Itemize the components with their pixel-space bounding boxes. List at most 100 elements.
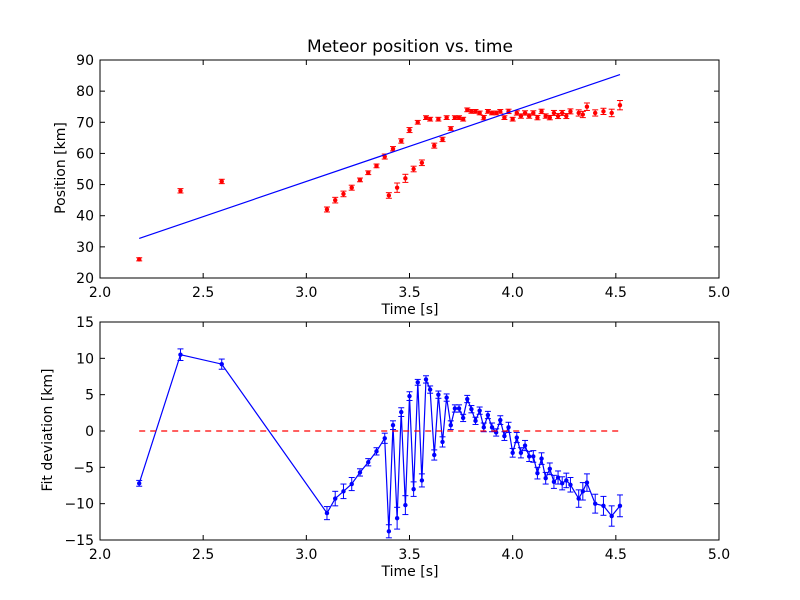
data-point — [419, 478, 425, 483]
data-point — [411, 486, 416, 492]
data-point — [539, 109, 544, 114]
data-point — [423, 115, 429, 120]
data-point — [493, 110, 499, 116]
data-point — [394, 185, 400, 190]
x-tick-label: 4.0 — [502, 285, 524, 301]
data-point — [357, 470, 363, 475]
data-point — [374, 449, 379, 454]
data-point — [526, 113, 532, 119]
data-point — [485, 109, 491, 114]
data-point — [419, 160, 425, 165]
data-point — [403, 176, 408, 181]
data-point — [178, 188, 183, 193]
data-point — [440, 137, 445, 142]
data-point — [469, 109, 474, 114]
data-point — [522, 443, 528, 448]
data-point — [403, 502, 408, 508]
data-point — [386, 193, 392, 198]
data-point — [518, 113, 524, 119]
chart-title: Meteor position vs. time — [307, 37, 513, 57]
data-point — [333, 496, 338, 501]
deviation-plot-area: 2.0 2.5 3.0 3.5 4.0 4.5 5.0 −15 −10 −5 0 5 10 15 — [64, 315, 730, 563]
data-point — [547, 466, 553, 471]
data-point — [576, 110, 581, 116]
data-point — [535, 115, 540, 120]
series-0 — [136, 99, 623, 262]
data-point — [502, 115, 507, 120]
series-0 — [136, 348, 623, 539]
data-point — [341, 191, 346, 197]
data-point — [551, 479, 557, 485]
data-point — [407, 127, 412, 133]
data-point — [543, 113, 548, 119]
data-point — [593, 501, 598, 506]
deviation-panel: 2.0 2.5 3.0 3.5 4.0 4.5 5.0 −15 −10 −5 0 5 10 15 Time… — [40, 315, 730, 580]
data-point — [481, 425, 486, 430]
data-point — [568, 109, 573, 114]
data-point — [390, 422, 396, 428]
data-point — [448, 126, 453, 131]
data-point — [514, 110, 519, 116]
data-point — [436, 392, 441, 397]
data-point — [460, 116, 466, 122]
data-point — [559, 110, 565, 116]
data-point — [427, 387, 433, 392]
data-point — [219, 179, 224, 184]
y-tick-label: 5 — [85, 388, 94, 404]
y-tick-label: 70 — [76, 115, 94, 131]
data-point — [609, 513, 614, 519]
data-point — [555, 475, 561, 480]
data-point — [522, 110, 528, 116]
data-point — [547, 115, 553, 120]
data-point — [357, 177, 363, 183]
data-point — [440, 439, 445, 445]
data-point — [432, 452, 437, 458]
x-tick-label: 2.0 — [89, 285, 111, 301]
data-point — [477, 110, 482, 116]
data-point — [481, 115, 486, 120]
data-point — [568, 482, 573, 487]
data-point — [137, 257, 142, 262]
data-point — [349, 481, 354, 487]
data-point — [465, 396, 470, 402]
data-point — [539, 456, 544, 461]
data-point — [366, 460, 371, 465]
x-tick-label: 4.0 — [502, 547, 524, 563]
data-point — [390, 146, 396, 151]
data-point — [485, 412, 491, 418]
data-point — [551, 110, 557, 116]
data-point — [489, 110, 495, 116]
x-tick-label: 3.0 — [295, 285, 317, 301]
data-point — [374, 163, 379, 169]
x-tick-label: 3.5 — [398, 547, 420, 563]
position-plot-area: 2.0 2.5 3.0 3.5 4.0 4.5 5.0 20 30 40 50 60 70 80 90 — [76, 53, 730, 301]
data-point — [386, 529, 392, 534]
x-axis-label: Time [s] — [381, 302, 439, 318]
y-tick-label: 80 — [76, 84, 94, 100]
data-point — [436, 116, 441, 122]
data-point — [535, 470, 540, 476]
data-point — [580, 112, 586, 117]
data-point — [593, 110, 598, 116]
y-tick-label: 90 — [76, 53, 94, 69]
data-point — [489, 425, 495, 430]
data-point — [432, 143, 437, 148]
y-axis-label: Position [km] — [53, 122, 69, 214]
data-point — [460, 415, 466, 421]
data-point — [411, 166, 416, 172]
data-point — [531, 454, 536, 459]
data-point — [617, 102, 623, 108]
data-point — [382, 436, 387, 441]
y-tick-label: 0 — [85, 424, 94, 440]
data-point — [518, 450, 524, 455]
data-point — [456, 406, 462, 411]
data-point — [498, 417, 503, 423]
data-point — [510, 116, 515, 122]
data-point — [456, 115, 462, 120]
data-point — [469, 407, 474, 412]
data-point — [448, 422, 453, 428]
data-point — [452, 115, 458, 120]
data-point — [601, 503, 606, 509]
data-point — [137, 481, 142, 486]
